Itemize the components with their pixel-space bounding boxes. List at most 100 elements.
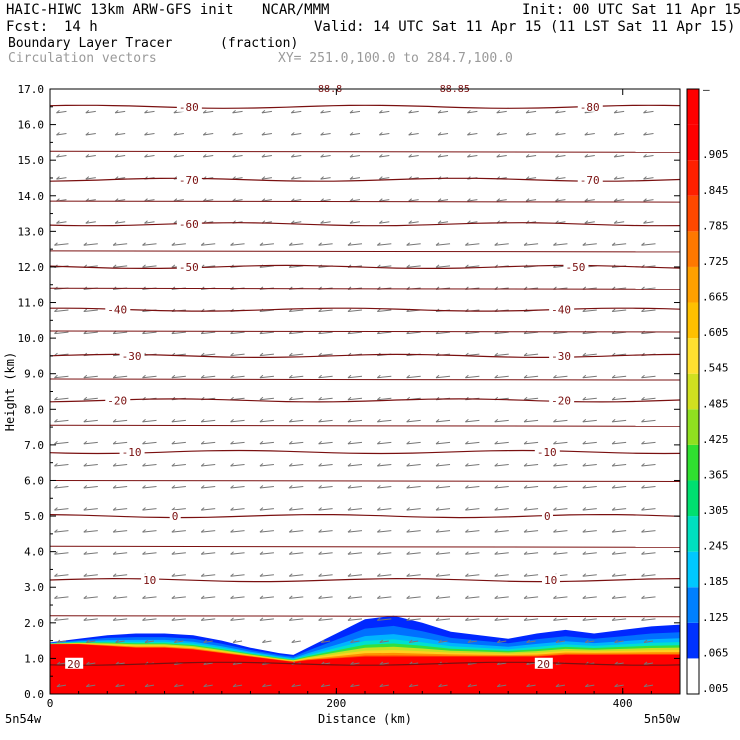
vector-arrowhead xyxy=(54,308,58,312)
vector-arrow xyxy=(259,353,274,357)
vector-arrowhead xyxy=(349,154,354,158)
vector-arrowhead xyxy=(349,110,354,114)
vector-arrow xyxy=(142,463,157,467)
vector-arrowhead xyxy=(406,242,411,246)
vector-arrow xyxy=(497,662,507,666)
vector-arrow xyxy=(494,353,509,357)
vector-arrow xyxy=(526,640,536,643)
vector-arrowhead xyxy=(379,110,383,114)
vector-arrow xyxy=(377,574,392,577)
vector-arrowhead xyxy=(230,551,234,555)
vector-arrow xyxy=(171,618,186,621)
vector-arrow xyxy=(406,441,421,445)
vector-arrow xyxy=(171,574,186,577)
vector-arrowhead xyxy=(555,639,560,643)
contour-label-bg xyxy=(577,100,603,112)
vector-arrow xyxy=(582,530,597,533)
vector-arrow xyxy=(377,596,392,599)
colorbar-label: .305 xyxy=(702,504,729,517)
vector-arrow xyxy=(232,155,243,158)
colorbar-segment xyxy=(687,231,699,267)
vector-arrow xyxy=(203,684,213,688)
vector-arrow xyxy=(259,441,274,445)
vector-arrow xyxy=(350,640,360,643)
vector-arrowhead xyxy=(288,242,293,246)
vector-arrow xyxy=(465,596,480,599)
vector-arrowhead xyxy=(200,617,205,621)
vector-arrowhead xyxy=(641,242,645,246)
vector-arrow xyxy=(435,552,451,555)
vector-arrowhead xyxy=(408,110,413,114)
vector-arrowhead xyxy=(584,132,589,136)
vector-arrow xyxy=(494,530,509,533)
vector-arrowhead xyxy=(347,617,352,621)
vector-arrowhead xyxy=(377,242,381,246)
vector-arrowhead xyxy=(347,573,352,577)
vector-arrowhead xyxy=(230,485,234,489)
vector-arrowhead xyxy=(291,683,296,687)
vector-arrowhead xyxy=(112,463,117,467)
vector-arrow xyxy=(435,574,451,577)
vector-arrowhead xyxy=(437,154,442,158)
vector-arrow xyxy=(612,309,627,313)
vector-arrow xyxy=(465,530,480,533)
vector-arrowhead xyxy=(230,396,234,401)
vector-arrow xyxy=(524,508,539,511)
vector-arrowhead xyxy=(54,551,58,555)
vector-arrow xyxy=(321,640,331,643)
forecast-label: Fcst: xyxy=(6,19,49,35)
vector-arrowhead xyxy=(435,617,440,621)
vector-arrow xyxy=(582,375,597,379)
vector-arrowhead xyxy=(171,529,176,533)
vector-arrowhead xyxy=(611,507,616,511)
contour-label: -40 xyxy=(107,304,127,317)
vector-arrowhead xyxy=(523,529,528,533)
vector-arrow xyxy=(584,221,595,224)
vector-arrowhead xyxy=(377,529,381,533)
vector-arrow xyxy=(524,331,539,335)
colorbar-label: .005 xyxy=(702,682,729,695)
vector-arrow xyxy=(261,132,272,136)
vector-arrow xyxy=(526,110,537,114)
vector-arrowhead xyxy=(202,132,207,136)
vector-arrowhead xyxy=(230,595,234,599)
vector-arrow xyxy=(582,243,597,246)
vector-arrow xyxy=(144,155,155,158)
vector-arrowhead xyxy=(467,639,472,643)
vector-arrow xyxy=(408,155,419,158)
vector-arrowhead xyxy=(611,242,616,246)
temperature-contour xyxy=(49,398,681,403)
vector-arrow xyxy=(641,508,656,511)
vector-arrow xyxy=(320,199,331,202)
vector-arrow xyxy=(173,132,184,136)
vector-arrow xyxy=(54,552,69,555)
vector-arrowhead xyxy=(320,110,324,114)
vector-arrow xyxy=(142,419,157,423)
vector-arrow xyxy=(232,662,243,666)
vector-arrow xyxy=(173,155,184,158)
vector-arrow xyxy=(113,508,128,511)
vector-arrowhead xyxy=(85,154,90,158)
vector-arrow xyxy=(113,265,128,268)
vector-arrowhead xyxy=(379,176,383,180)
vector-arrow xyxy=(230,486,245,489)
vector-arrowhead xyxy=(408,220,413,224)
vector-arrow xyxy=(553,508,568,511)
forecast-hour: 14 h xyxy=(64,19,98,35)
vector-arrowhead xyxy=(202,110,207,114)
vector-arrowhead xyxy=(641,595,645,599)
vector-arrow xyxy=(83,441,98,445)
colorbar-label: .785 xyxy=(702,219,729,232)
vector-arrow xyxy=(408,132,419,136)
vector-arrowhead xyxy=(54,595,58,599)
contour-label: -10 xyxy=(122,446,142,459)
vector-arrowhead xyxy=(494,529,499,533)
y-tick-label: 3.0 xyxy=(24,581,44,594)
vector-arrow xyxy=(643,199,654,202)
vector-arrowhead xyxy=(523,374,528,379)
vector-arrow xyxy=(584,132,595,136)
vector-arrowhead xyxy=(406,264,411,268)
vector-arrowhead xyxy=(437,110,442,114)
vector-arrow xyxy=(641,419,656,423)
vector-arrowhead xyxy=(611,463,616,467)
